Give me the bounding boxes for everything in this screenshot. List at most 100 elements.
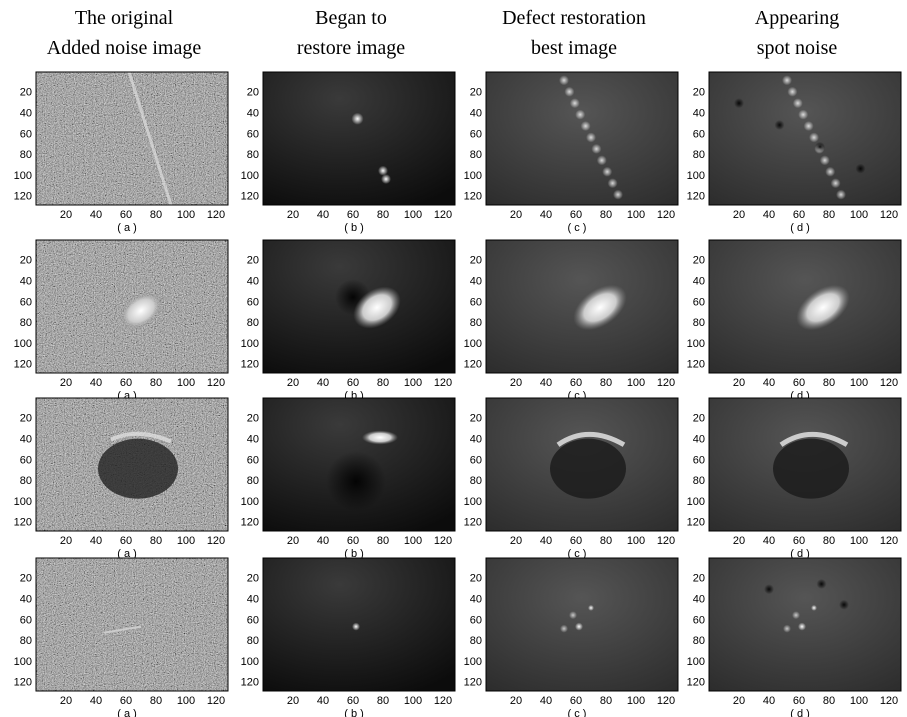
y-tick-label: 120: [14, 359, 32, 371]
caption: ( a ): [117, 222, 137, 234]
spot: [560, 625, 568, 633]
x-tick-label: 120: [880, 695, 898, 707]
x-tick-label: 60: [793, 209, 805, 221]
spot: [782, 75, 792, 85]
x-tick-label: 20: [733, 535, 745, 547]
y-tick-label: 40: [470, 107, 482, 119]
y-tick-label: 80: [693, 149, 705, 161]
spot: [836, 190, 846, 200]
panel: 2020404060608080100100120120( d ): [687, 240, 901, 402]
caption: ( b ): [344, 222, 364, 234]
y-tick-label: 40: [470, 433, 482, 445]
x-tick-label: 80: [823, 377, 835, 389]
y-tick-label: 40: [247, 433, 259, 445]
image: [709, 72, 901, 205]
y-tick-label: 40: [693, 433, 705, 445]
y-tick-label: 80: [693, 317, 705, 329]
x-tick-label: 120: [207, 535, 225, 547]
y-tick-label: 60: [693, 454, 705, 466]
y-tick-label: 120: [14, 191, 32, 203]
x-tick-label: 40: [763, 695, 775, 707]
y-tick-label: 100: [241, 170, 259, 182]
x-tick-label: 40: [540, 377, 552, 389]
x-tick-label: 60: [793, 377, 805, 389]
y-tick-label: 80: [247, 317, 259, 329]
x-tick-label: 40: [317, 209, 329, 221]
disc: [773, 439, 849, 499]
column-header: Defect restoration: [502, 7, 646, 29]
image: [709, 240, 901, 373]
y-tick-label: 80: [693, 475, 705, 487]
y-tick-label: 80: [470, 635, 482, 647]
spot: [825, 167, 835, 177]
caption: ( a ): [117, 708, 137, 717]
x-tick-label: 20: [60, 535, 72, 547]
x-tick-label: 40: [317, 695, 329, 707]
y-tick-label: 120: [464, 517, 482, 529]
disc: [550, 439, 626, 499]
image: [263, 558, 455, 691]
y-tick-label: 120: [241, 517, 259, 529]
spot: [798, 623, 806, 631]
x-tick-label: 100: [177, 535, 195, 547]
x-tick-label: 80: [823, 695, 835, 707]
y-tick-label: 120: [464, 191, 482, 203]
x-tick-label: 20: [287, 209, 299, 221]
panel: 2020404060608080100100120120( a ): [14, 558, 228, 717]
y-tick-label: 40: [470, 275, 482, 287]
y-tick-label: 20: [20, 255, 32, 267]
y-tick-label: 100: [687, 338, 705, 350]
x-tick-label: 120: [657, 535, 675, 547]
y-tick-label: 60: [247, 614, 259, 626]
spot: [783, 625, 791, 633]
x-tick-label: 20: [287, 695, 299, 707]
spot: [820, 155, 830, 165]
y-tick-label: 20: [693, 413, 705, 425]
spot: [815, 142, 825, 152]
image: [486, 240, 678, 373]
spot: [570, 98, 580, 108]
x-tick-label: 40: [90, 377, 102, 389]
x-tick-label: 120: [434, 695, 452, 707]
x-tick-label: 60: [120, 535, 132, 547]
spot: [856, 164, 866, 174]
x-tick-label: 100: [627, 695, 645, 707]
x-tick-label: 120: [434, 535, 452, 547]
spot: [581, 121, 591, 131]
x-tick-label: 60: [120, 209, 132, 221]
y-tick-label: 60: [693, 128, 705, 140]
y-tick-label: 80: [247, 475, 259, 487]
x-tick-label: 100: [177, 695, 195, 707]
panel: 2020404060608080100100120120( d ): [687, 558, 901, 717]
image: [263, 240, 455, 373]
x-tick-label: 60: [793, 695, 805, 707]
figure: The originalAdded noise imageBegan tores…: [0, 0, 907, 717]
x-tick-label: 60: [347, 377, 359, 389]
y-tick-label: 60: [20, 128, 32, 140]
x-tick-label: 100: [404, 535, 422, 547]
y-tick-label: 60: [20, 296, 32, 308]
y-tick-label: 100: [14, 170, 32, 182]
x-tick-label: 100: [850, 209, 868, 221]
x-tick-label: 100: [850, 377, 868, 389]
spot: [326, 451, 386, 511]
image: [36, 558, 228, 691]
x-tick-label: 80: [150, 535, 162, 547]
x-tick-label: 40: [540, 695, 552, 707]
x-tick-label: 100: [627, 209, 645, 221]
x-tick-label: 20: [60, 695, 72, 707]
x-tick-label: 80: [150, 377, 162, 389]
image: [36, 240, 228, 373]
y-tick-label: 20: [693, 255, 705, 267]
image: [709, 558, 901, 691]
x-tick-label: 20: [733, 377, 745, 389]
y-tick-label: 80: [470, 149, 482, 161]
y-tick-label: 80: [247, 149, 259, 161]
y-tick-label: 60: [20, 454, 32, 466]
y-tick-label: 120: [464, 677, 482, 689]
spot: [352, 113, 364, 125]
spot: [811, 605, 817, 611]
